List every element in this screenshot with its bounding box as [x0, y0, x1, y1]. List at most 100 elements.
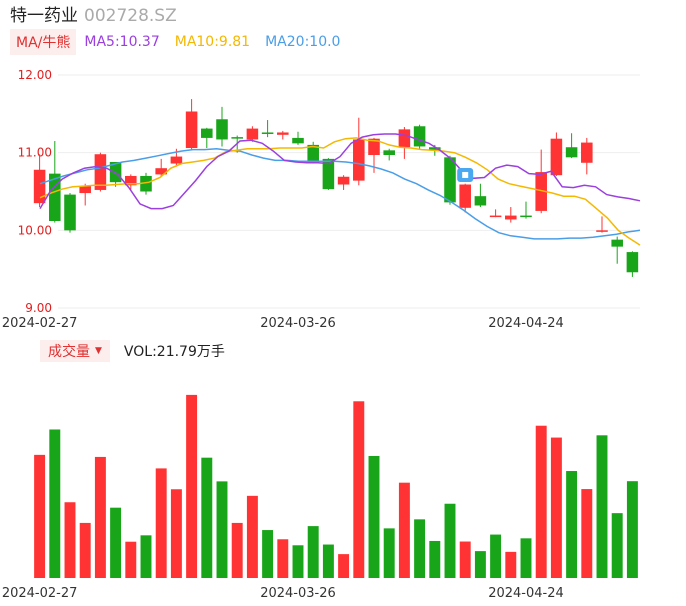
candle-body[interactable] [474, 196, 487, 206]
volume-bar[interactable] [353, 401, 365, 578]
volume-bar[interactable] [170, 489, 182, 578]
candle-body[interactable] [94, 154, 107, 190]
stock-header: 特一药业 002728.SZ [10, 5, 177, 27]
date-axis-label: 2024-02-27 [2, 316, 78, 331]
candle-body[interactable] [429, 147, 441, 151]
volume-bar[interactable] [414, 519, 426, 578]
volume-bar[interactable] [125, 541, 137, 578]
volume-bar[interactable] [231, 522, 243, 578]
volume-date-axis-label: 2024-02-27 [2, 586, 78, 601]
volume-bar[interactable] [398, 482, 410, 578]
volume-bar[interactable] [338, 554, 350, 578]
candle-body[interactable] [140, 175, 152, 192]
volume-bar[interactable] [140, 535, 152, 578]
candle-body[interactable] [292, 137, 304, 144]
volume-bar[interactable] [79, 522, 91, 578]
volume-bar[interactable] [626, 481, 638, 578]
volume-bar[interactable] [368, 455, 380, 578]
volume-bar[interactable] [155, 468, 167, 578]
volume-bar[interactable] [429, 540, 441, 578]
volume-bar[interactable] [49, 429, 61, 578]
volume-bar[interactable] [596, 435, 608, 578]
ma20-label: MA20:10.0 [265, 34, 341, 50]
ma-legend: MA/牛熊 MA5:10.37 MA10:9.81 MA20:10.0 [10, 29, 355, 55]
candle-body[interactable] [322, 158, 335, 190]
date-axis-label: 2024-04-24 [488, 316, 564, 331]
ma10-line [39, 137, 641, 246]
candle-body[interactable] [216, 119, 228, 140]
candle-body[interactable] [535, 172, 547, 211]
candle-body[interactable] [170, 156, 183, 164]
candle-body[interactable] [520, 215, 532, 218]
candle-body[interactable] [261, 132, 274, 134]
volume-bar[interactable] [277, 539, 289, 578]
volume-bar[interactable] [186, 394, 198, 578]
candle-body[interactable] [49, 173, 61, 222]
volume-bar[interactable] [34, 454, 46, 578]
volume-bar[interactable] [307, 526, 319, 578]
volume-date-axis-label: 2024-03-26 [260, 586, 336, 601]
candle-body[interactable] [79, 186, 91, 194]
candle-body[interactable] [201, 128, 213, 138]
volume-value: VOL:21.79万手 [123, 344, 225, 360]
candle-body[interactable] [383, 150, 395, 155]
candle-body[interactable] [307, 144, 319, 163]
candle-body[interactable] [185, 111, 198, 149]
volume-bar[interactable] [292, 545, 304, 578]
candle-body[interactable] [444, 157, 456, 203]
volume-bar[interactable] [566, 471, 578, 578]
volume-bar[interactable] [246, 495, 258, 578]
candle-body[interactable] [611, 239, 623, 247]
candle-body[interactable] [125, 175, 137, 186]
ma5-line [39, 133, 641, 210]
candle-body[interactable] [581, 142, 593, 163]
price-axis-label: 9.00 [25, 301, 52, 315]
volume-indicator-label: 成交量 [48, 344, 90, 360]
volume-bar[interactable] [322, 544, 334, 578]
price-axis-label: 11.00 [18, 146, 52, 160]
candle-body[interactable] [596, 230, 608, 232]
candle-body[interactable] [246, 128, 259, 140]
candle-body[interactable] [109, 161, 122, 183]
volume-bar[interactable] [262, 530, 274, 578]
volume-bar[interactable] [520, 538, 532, 578]
event-marker-icon-glyph [462, 171, 469, 178]
candle-body[interactable] [413, 126, 426, 147]
ma-indicator-chip[interactable]: MA/牛熊 [10, 29, 77, 55]
volume-bar[interactable] [459, 541, 471, 578]
candle-body[interactable] [626, 252, 639, 273]
candle-body[interactable] [337, 176, 350, 185]
candle-body[interactable] [489, 215, 502, 218]
candle-body[interactable] [64, 194, 76, 231]
volume-bar[interactable] [474, 551, 486, 578]
volume-bar[interactable] [490, 534, 502, 578]
candle-body[interactable] [277, 132, 289, 135]
date-axis-label: 2024-03-26 [260, 316, 336, 331]
candle-body[interactable] [33, 169, 46, 204]
volume-indicator-dropdown[interactable]: 成交量 ▼ [40, 340, 110, 362]
volume-bar[interactable] [581, 489, 593, 578]
candle-body[interactable] [505, 215, 517, 220]
candle-body[interactable] [565, 147, 578, 158]
candle-body[interactable] [368, 138, 380, 155]
volume-bar[interactable] [535, 425, 547, 578]
candle-body[interactable] [353, 139, 365, 181]
volume-bar[interactable] [611, 513, 623, 578]
volume-bar[interactable] [216, 481, 228, 578]
volume-bar[interactable] [383, 528, 395, 578]
volume-bar[interactable] [201, 457, 213, 578]
candle-body[interactable] [155, 168, 167, 175]
ma20-line [39, 148, 641, 240]
candle-body[interactable] [398, 129, 411, 148]
triangle-down-icon: ▼ [95, 346, 102, 356]
volume-bar[interactable] [444, 503, 456, 578]
candle-body[interactable] [459, 184, 471, 208]
volume-bar[interactable] [64, 502, 76, 578]
volume-bar[interactable] [94, 456, 106, 578]
candle-body[interactable] [550, 138, 563, 176]
volume-bar[interactable] [110, 507, 122, 578]
volume-bar[interactable] [550, 437, 562, 578]
volume-bar[interactable] [505, 551, 517, 578]
candle-body[interactable] [231, 137, 243, 139]
